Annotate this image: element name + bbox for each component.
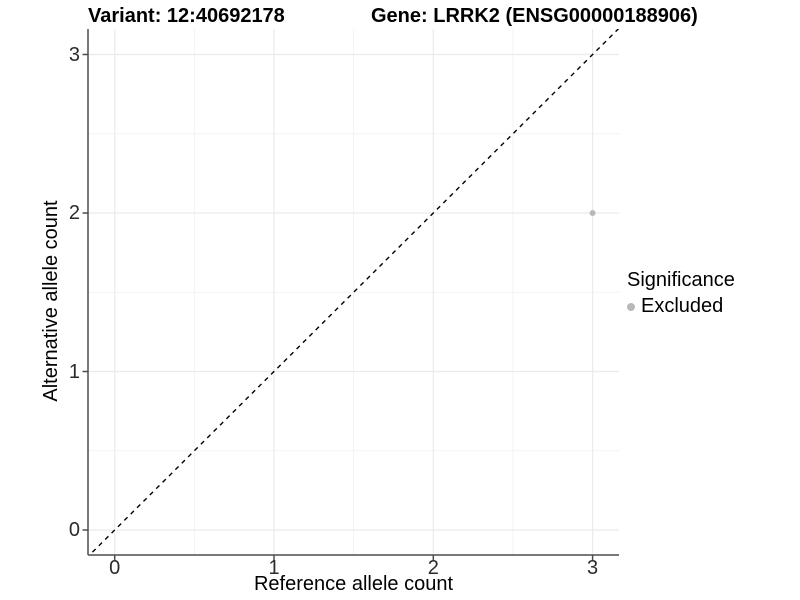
legend-point-icon xyxy=(627,302,635,311)
legend-title: Significance xyxy=(627,269,735,291)
variant-title: Variant: 12:40692178 xyxy=(88,5,285,27)
y-axis-title: Alternative allele count xyxy=(40,200,62,402)
gene-title: Gene: LRRK2 (ENSG00000188906) xyxy=(371,5,698,27)
y-tick-label: 1 xyxy=(68,360,80,383)
x-axis-title: Reference allele count xyxy=(253,573,453,595)
x-tick-label: 0 xyxy=(109,557,121,579)
legend-item-excluded: Excluded xyxy=(627,295,735,318)
y-tick-label: 3 xyxy=(68,43,80,66)
y-tick-label: 2 xyxy=(68,202,80,224)
legend: Significance Excluded xyxy=(627,269,735,318)
legend-item-label: Excluded xyxy=(641,295,724,317)
data-point xyxy=(589,210,596,216)
x-tick-label: 1 xyxy=(268,557,280,579)
x-tick-label: 3 xyxy=(587,557,599,579)
x-tick-label: 2 xyxy=(427,557,439,579)
y-tick-label: 0 xyxy=(68,519,80,541)
